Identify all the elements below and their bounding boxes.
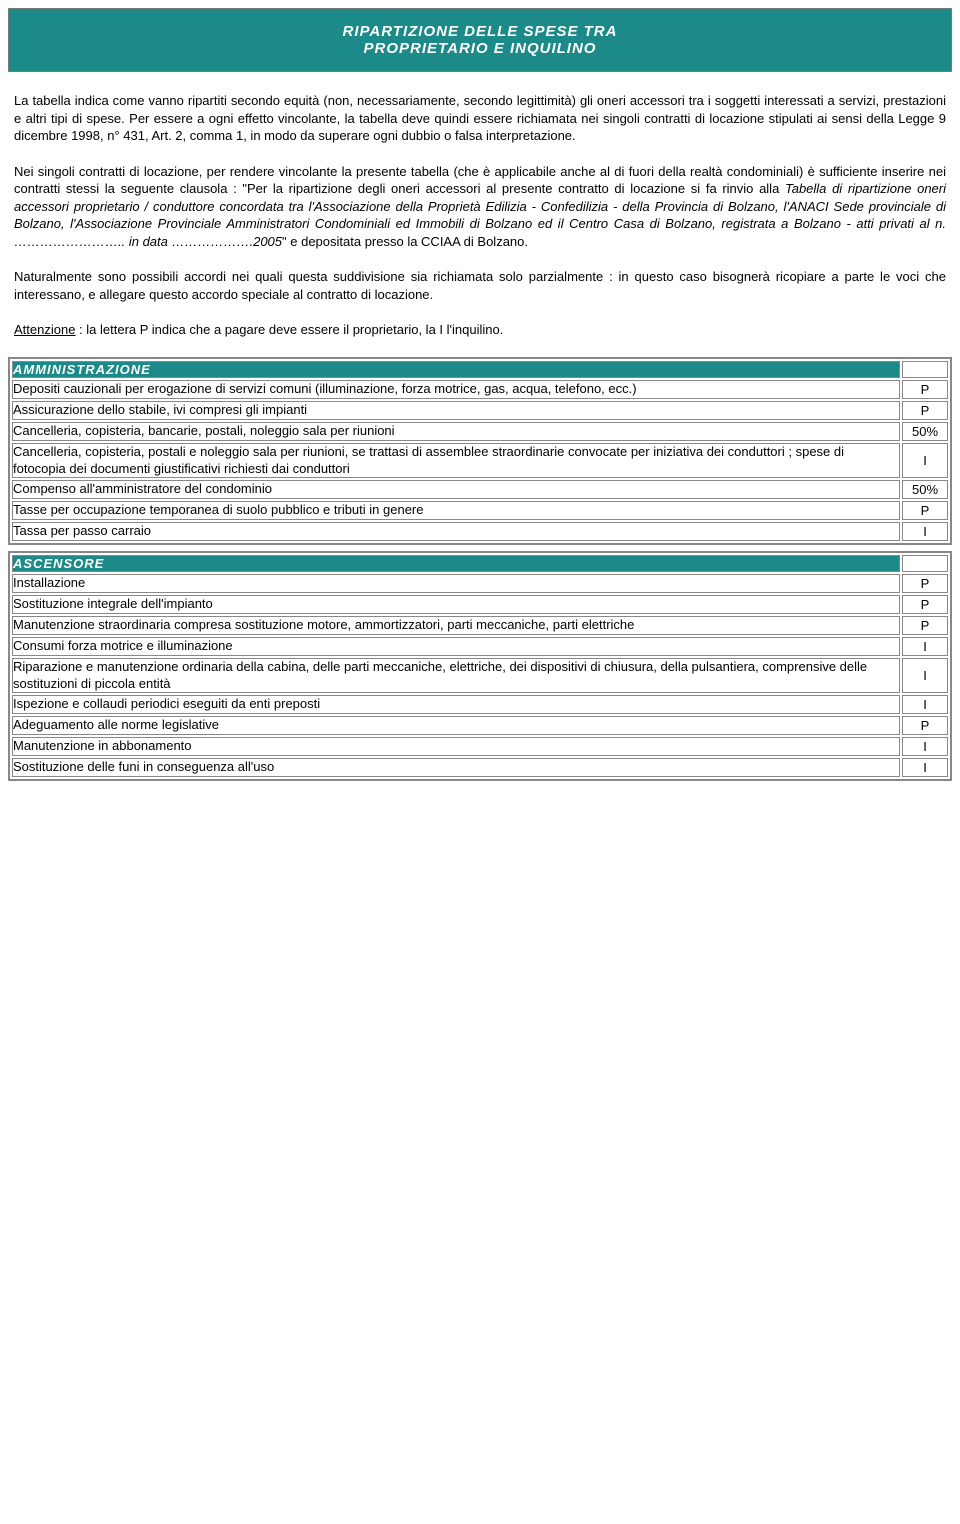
expense-label: Assicurazione dello stabile, ivi compres… [12, 401, 900, 420]
intro-paragraph-3: Naturalmente sono possibili accordi nei … [14, 268, 946, 303]
expense-section-table: ASCENSORE InstallazionePSostituzione int… [8, 551, 952, 781]
expense-value: P [902, 595, 948, 614]
expense-value: I [902, 695, 948, 714]
attention-label: Attenzione [14, 322, 75, 337]
expense-label: Ispezione e collaudi periodici eseguiti … [12, 695, 900, 714]
expense-value: I [902, 737, 948, 756]
expense-value: I [902, 522, 948, 541]
page-title: RIPARTIZIONE DELLE SPESE TRA PROPRIETARI… [8, 8, 952, 72]
expense-value: P [902, 574, 948, 593]
expense-label: Tassa per passo carraio [12, 522, 900, 541]
expense-value: I [902, 758, 948, 777]
expense-value: I [902, 658, 948, 694]
expense-label: Sostituzione delle funi in conseguenza a… [12, 758, 900, 777]
expense-value: I [902, 443, 948, 479]
title-line-1: RIPARTIZIONE DELLE SPESE TRA [19, 23, 941, 40]
expense-label: Cancelleria, copisteria, postali e noleg… [12, 443, 900, 479]
expense-label: Sostituzione integrale dell'impianto [12, 595, 900, 614]
expense-label: Consumi forza motrice e illuminazione [12, 637, 900, 656]
expense-label: Depositi cauzionali per erogazione di se… [12, 380, 900, 399]
expense-label: Manutenzione in abbonamento [12, 737, 900, 756]
expense-label: Tasse per occupazione temporanea di suol… [12, 501, 900, 520]
expense-label: Manutenzione straordinaria compresa sost… [12, 616, 900, 635]
title-line-2: PROPRIETARIO E INQUILINO [19, 40, 941, 57]
expense-label: Compenso all'amministratore del condomin… [12, 480, 900, 499]
section-header: ASCENSORE [12, 555, 900, 572]
expense-value: P [902, 401, 948, 420]
expense-value: P [902, 716, 948, 735]
expense-value: I [902, 637, 948, 656]
intro-paragraph-4: Attenzione : la lettera P indica che a p… [14, 321, 946, 339]
section-header-spacer [902, 361, 948, 378]
expense-label: Installazione [12, 574, 900, 593]
expense-section-table: AMMINISTRAZIONE Depositi cauzionali per … [8, 357, 952, 545]
expense-value: 50% [902, 480, 948, 499]
intro-paragraph-2: Nei singoli contratti di locazione, per … [14, 163, 946, 251]
expense-label: Riparazione e manutenzione ordinaria del… [12, 658, 900, 694]
expense-value: P [902, 616, 948, 635]
expense-label: Cancelleria, copisteria, bancarie, posta… [12, 422, 900, 441]
attention-rest: : la lettera P indica che a pagare deve … [75, 322, 503, 337]
expense-label: Adeguamento alle norme legislative [12, 716, 900, 735]
intro-paragraph-1: La tabella indica come vanno ripartiti s… [14, 92, 946, 145]
expense-value: P [902, 501, 948, 520]
expense-value: P [902, 380, 948, 399]
intro-p2-b: " e depositata presso la CCIAA di Bolzan… [282, 234, 528, 249]
section-header-spacer [902, 555, 948, 572]
section-header: AMMINISTRAZIONE [12, 361, 900, 378]
expense-value: 50% [902, 422, 948, 441]
